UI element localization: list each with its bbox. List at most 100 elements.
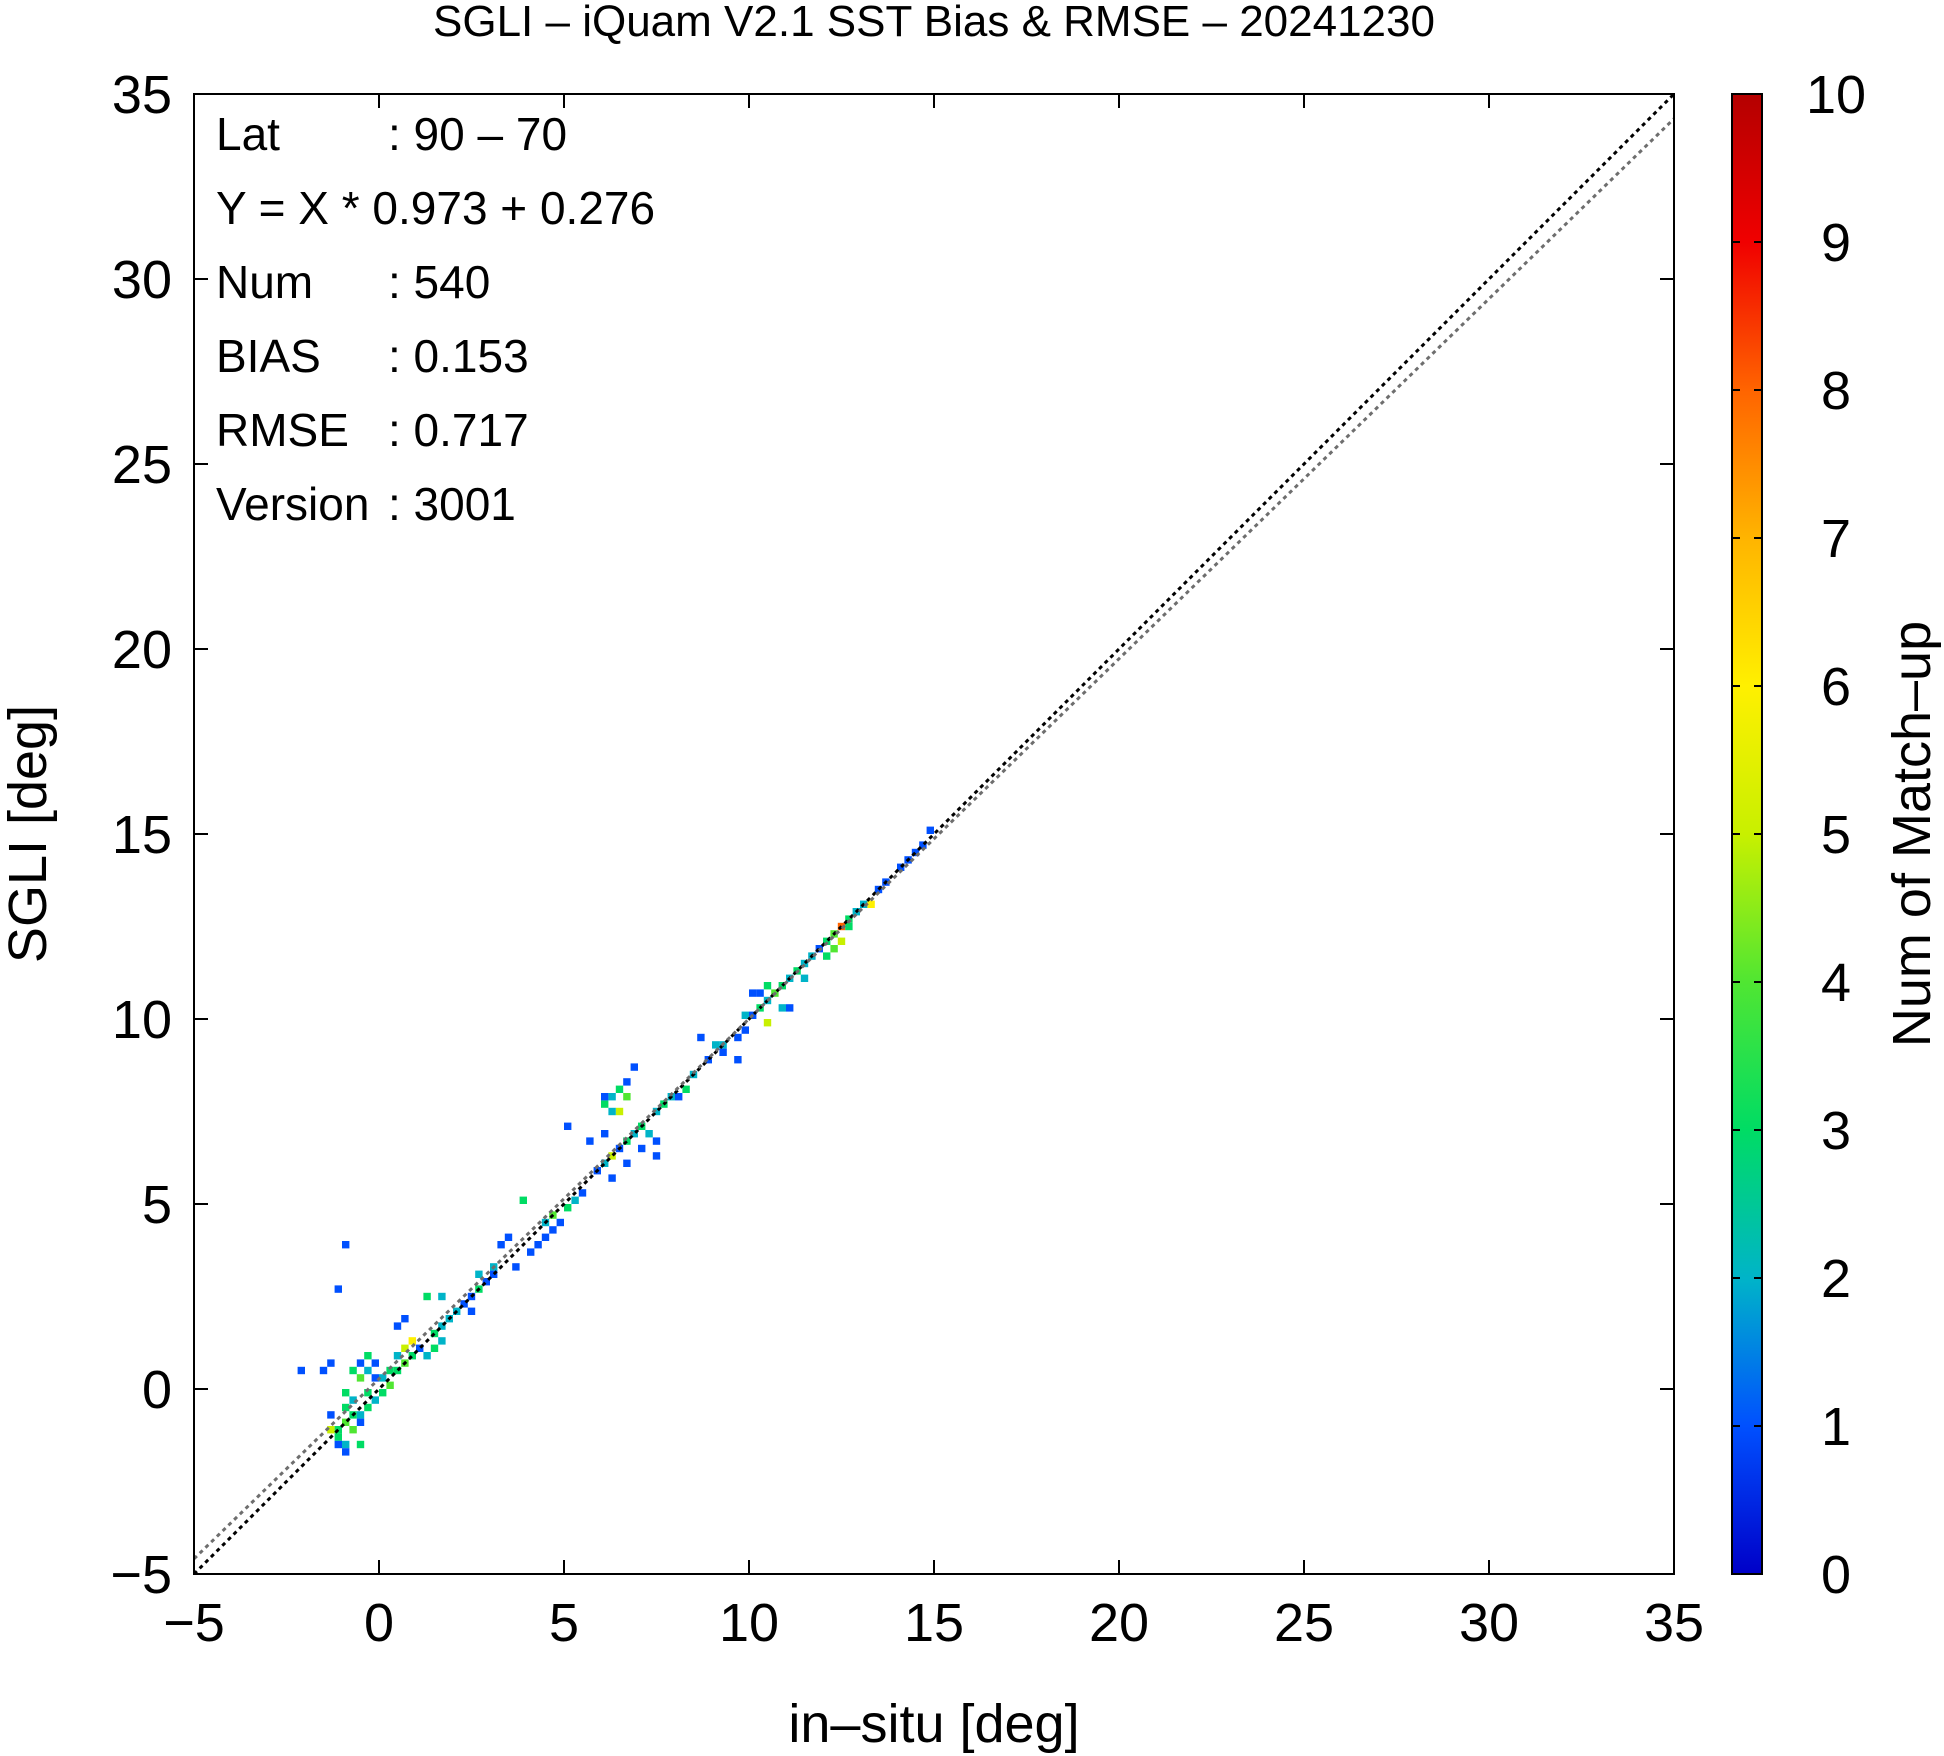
heatmap-cell [297,1366,305,1375]
heatmap-cell [630,1063,638,1071]
heatmap-cell [342,1403,350,1412]
x-tick-label: −5 [163,1593,225,1653]
heatmap-cell [823,952,831,960]
y-tick-label: 0 [142,1360,172,1420]
heatmap-cell [504,1233,513,1241]
heatmap-cell [630,1130,638,1138]
y-tick-label: 25 [112,435,172,495]
heatmap-cell [356,1359,365,1367]
heatmap-cell [564,1122,572,1130]
y-tick-label: 5 [142,1175,172,1235]
stat-key: Y = X * 0.973 + 0.276 [216,182,655,234]
heatmap-cell [349,1426,357,1434]
heatmap-cell [845,915,853,923]
heatmap-cell [615,1085,624,1093]
heatmap-cell [364,1403,372,1412]
y-tick-label: 20 [112,620,172,680]
heatmap-cell [601,1100,609,1108]
heatmap-cell [519,1196,527,1204]
chart-title: SGLI – iQuam V2.1 SST Bias & RMSE – 2024… [433,0,1435,46]
heatmap-cell [379,1374,387,1382]
heatmap-cell [800,974,809,982]
heatmap-cell [327,1426,335,1434]
heatmap-cell [734,1033,742,1042]
stat-value: : 0.717 [388,404,529,456]
heatmap-cell [430,1329,439,1338]
x-tick-label: 30 [1459,1593,1519,1653]
heatmap-cell [356,1374,365,1382]
heatmap-cell [549,1226,557,1234]
heatmap-cell [423,1352,431,1360]
heatmap-cell [482,1278,490,1286]
heatmap-cell [334,1285,342,1293]
heatmap-cell [497,1241,505,1249]
x-axis: −5 0 5 10 15 20 25 30 35 [163,94,1704,1653]
heatmap-cell [327,1411,335,1419]
heatmap-cell [379,1389,387,1397]
heatmap-cell [364,1366,372,1375]
heatmap-cell [490,1270,498,1278]
heatmap-cell [527,1248,535,1256]
heatmap-cell [364,1389,372,1397]
heatmap-cell [741,1011,749,1019]
heatmap-cell [823,937,831,945]
heatmap-cell [334,1433,342,1441]
stat-key: Version [216,478,369,530]
heatmap-cell [586,1137,594,1145]
heatmap-cell [349,1396,357,1404]
heatmap-cell [319,1366,328,1375]
colorbar-tick-label: 4 [1821,953,1851,1013]
stats-box: Lat: 90 – 70 Y = X * 0.973 + 0.276 Num: 54… [216,108,655,530]
heatmap-cell [615,1107,624,1116]
heatmap-cell [364,1352,372,1360]
heatmap-cell [749,989,757,997]
heatmap-cell [911,848,920,857]
heatmap-cell [349,1366,357,1375]
colorbar-ticks: 0 1 2 3 4 5 6 7 8 9 10 [1732,65,1866,1605]
heatmap-cell [623,1078,631,1086]
heatmap-cell [897,863,905,871]
heatmap-cell [512,1263,520,1271]
y-tick-label: 15 [112,805,172,865]
y-tick-label: −5 [110,1545,172,1605]
heatmap-cell [334,1426,342,1434]
heatmap-cell [534,1241,542,1249]
x-tick-label: 10 [719,1593,779,1653]
heatmap-cell [356,1418,365,1426]
heatmap-cell [393,1352,402,1360]
x-axis-label: in–situ [deg] [788,1694,1079,1754]
heatmap-cell [467,1307,476,1315]
stat-value: : 0.153 [388,330,529,382]
heatmap-cell [438,1322,446,1330]
heatmap-cell [342,1418,350,1426]
regression-line [192,117,1676,1560]
y-tick-label: 30 [112,250,172,310]
heatmap-cell [734,1056,742,1064]
heatmap-cell [786,1004,794,1012]
heatmap-cell [704,1056,712,1064]
heatmap-cell [756,989,764,997]
heatmap-cell [423,1292,431,1301]
colorbar-tick-label: 7 [1821,509,1851,569]
heatmap-cell [393,1322,402,1330]
y-axis-label: SGLI [deg] [0,705,58,963]
heatmap-cell [845,922,853,931]
heatmap-cell [430,1344,439,1352]
colorbar-tick-label: 2 [1821,1249,1851,1309]
stat-value: : 90 – 70 [388,108,567,160]
heatmap-cell [837,937,846,945]
x-tick-label: 5 [549,1593,579,1653]
heatmap-cell [608,1093,616,1101]
heatmap-cell [408,1352,416,1360]
heatmap-cell [556,1218,564,1227]
stat-key: Num [216,256,313,308]
colorbar-tick-label: 5 [1821,805,1851,865]
colorbar-tick-label: 3 [1821,1101,1851,1161]
heatmap-cell [342,1389,350,1397]
heatmap-cell [830,945,838,953]
heatmap-cell [623,1093,631,1101]
heatmap-cell [608,1174,616,1182]
x-tick-label: 35 [1644,1593,1704,1653]
heatmap-cell [356,1440,365,1449]
heatmap-cell [386,1366,394,1375]
